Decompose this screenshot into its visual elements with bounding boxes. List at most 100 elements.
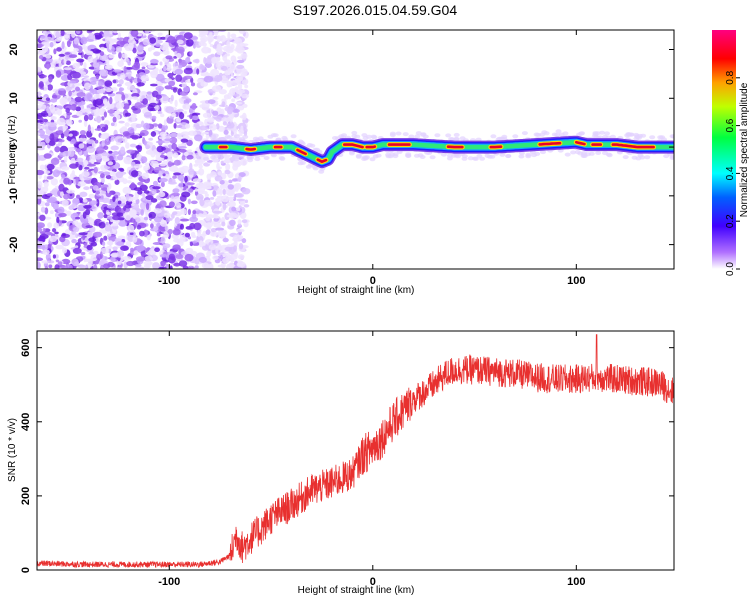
halo-blob [247, 158, 254, 163]
noise-blob [192, 178, 202, 183]
noise-blob [201, 46, 211, 54]
noise-blob [127, 73, 132, 79]
noise-blob [88, 237, 97, 242]
noise-blob [173, 262, 181, 267]
noise-blob [137, 190, 143, 195]
noise-blob [62, 233, 66, 237]
noise-blob [235, 37, 242, 45]
noise-blob [119, 111, 124, 115]
noise-blob [40, 206, 46, 213]
noise-blob [160, 260, 166, 267]
colorbar-gradient [712, 30, 736, 269]
noise-blob [219, 184, 227, 189]
noise-blob [187, 208, 191, 215]
noise-blob [68, 133, 73, 137]
noise-blob [142, 77, 146, 82]
noise-blob [73, 130, 78, 137]
noise-blob [145, 202, 150, 210]
noise-blob [167, 228, 173, 235]
noise-blob [180, 208, 187, 215]
noise-blob [150, 221, 156, 224]
noise-blob [172, 211, 178, 216]
noise-blob [192, 92, 198, 96]
noise-blob [215, 116, 223, 122]
noise-blob [105, 221, 109, 226]
halo-blob [212, 133, 219, 138]
noise-blob [103, 145, 109, 150]
noise-blob [234, 182, 242, 190]
noise-blob [177, 46, 185, 54]
noise-blob [147, 94, 151, 101]
noise-blob [194, 134, 203, 142]
halo-blob [440, 152, 447, 157]
halo-blob [535, 132, 542, 137]
noise-blob [134, 266, 145, 269]
halo-blob [661, 137, 667, 142]
noise-blob [146, 146, 150, 150]
halo-blob [254, 138, 261, 142]
noise-blob [117, 83, 122, 87]
noise-blob [47, 222, 53, 229]
noise-blob [230, 131, 234, 137]
noise-blob [237, 219, 242, 225]
track-hot-red [343, 143, 364, 149]
noise-blob [63, 193, 70, 200]
noise-blob [146, 234, 151, 241]
noise-blob [73, 226, 80, 233]
noise-blob [130, 113, 137, 119]
noise-blob [43, 36, 53, 42]
halo-blob [446, 153, 453, 158]
noise-blob [126, 260, 135, 267]
noise-blob [85, 107, 91, 114]
noise-blob [92, 99, 97, 107]
noise-blob [184, 253, 194, 262]
halo-blob [361, 133, 368, 138]
noise-blob [208, 244, 217, 251]
track-hot-red [538, 141, 562, 146]
noise-blob [43, 42, 51, 46]
noise-blob [135, 198, 140, 205]
noise-blob [212, 44, 218, 49]
noise-blob [98, 221, 106, 229]
noise-blob [61, 41, 65, 50]
noise-blob [87, 55, 94, 63]
noise-blob [44, 202, 50, 207]
noise-blob [99, 46, 105, 51]
noise-blob [172, 228, 181, 236]
noise-blob [65, 86, 72, 91]
noise-blob [165, 106, 174, 114]
track-hot-red [575, 140, 586, 146]
noise-blob [220, 35, 226, 43]
noise-blob [178, 148, 187, 153]
noise-blob [157, 32, 163, 36]
noise-blob [202, 112, 211, 119]
spectrogram-y-axis-title: Frequency (Hz) [7, 116, 18, 185]
halo-blob [389, 131, 396, 136]
noise-blob [48, 196, 57, 203]
noise-blob [140, 209, 144, 216]
noise-blob [110, 253, 120, 258]
noise-blob [222, 54, 228, 62]
halo-blob [633, 132, 640, 137]
noise-blob [233, 58, 237, 66]
noise-blob [191, 115, 199, 121]
noise-blob [101, 116, 105, 121]
colorbar-tick-label: 0.8 [725, 70, 736, 84]
noise-blob [60, 166, 70, 171]
noise-blob [130, 182, 136, 190]
noise-blob [178, 182, 184, 188]
halo-blob [496, 136, 503, 141]
noise-blob [241, 219, 248, 224]
noise-blob [93, 112, 100, 117]
halo-blob [627, 132, 634, 137]
noise-blob [222, 121, 227, 126]
halo-blob [574, 150, 581, 155]
noise-blob [164, 138, 173, 142]
noise-blob [206, 250, 212, 258]
noise-blob [129, 232, 134, 235]
halo-blob [570, 150, 577, 155]
noise-blob [83, 75, 90, 78]
noise-blob [47, 260, 55, 264]
noise-blob [76, 181, 87, 187]
noise-blob [97, 89, 106, 94]
